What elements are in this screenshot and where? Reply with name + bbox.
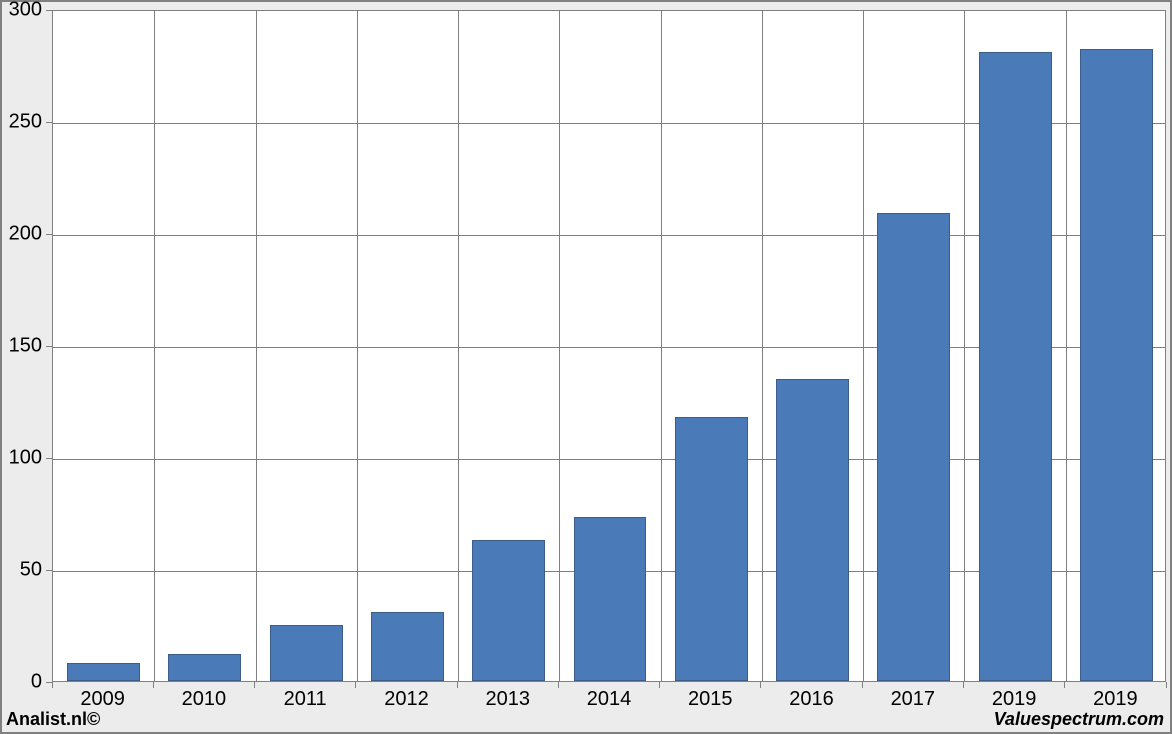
chart-container: 0 50 100 150 200 250 300 2009 2010 2011 2012 2013 2…	[0, 0, 1172, 734]
gridline-vertical	[559, 11, 560, 681]
y-axis-label: 250	[2, 111, 42, 134]
x-tick	[254, 682, 255, 688]
x-tick	[355, 682, 356, 688]
bar	[168, 654, 241, 681]
gridline-vertical	[256, 11, 257, 681]
bar	[67, 663, 140, 681]
bar	[675, 417, 748, 681]
footer-left-credit: Analist.nl©	[6, 709, 100, 730]
x-tick	[760, 682, 761, 688]
plot-area	[52, 10, 1166, 682]
gridline-vertical	[762, 11, 763, 681]
gridline-vertical	[863, 11, 864, 681]
x-axis-label: 2012	[384, 688, 429, 711]
x-tick	[963, 682, 964, 688]
gridline-vertical	[154, 11, 155, 681]
x-axis-label: 2014	[587, 688, 632, 711]
bar	[1080, 49, 1153, 681]
bar	[472, 540, 545, 681]
x-axis-label: 2016	[789, 688, 834, 711]
bar	[574, 517, 647, 681]
x-axis-label: 2017	[891, 688, 936, 711]
x-axis-label: 2010	[182, 688, 227, 711]
x-tick	[457, 682, 458, 688]
x-axis-label: 2013	[485, 688, 530, 711]
y-tick	[46, 122, 52, 123]
y-axis-label: 200	[2, 223, 42, 246]
x-tick	[659, 682, 660, 688]
x-tick	[558, 682, 559, 688]
x-tick	[862, 682, 863, 688]
gridline-vertical	[964, 11, 965, 681]
x-tick	[153, 682, 154, 688]
x-axis-label: 2011	[284, 688, 327, 711]
bar	[877, 213, 950, 681]
x-axis-label: 2009	[80, 688, 125, 711]
y-tick	[46, 458, 52, 459]
x-axis-label: 2019	[1093, 688, 1138, 711]
y-tick	[46, 10, 52, 11]
y-axis-label: 50	[2, 559, 42, 582]
x-tick	[1166, 682, 1167, 688]
y-tick	[46, 234, 52, 235]
x-tick	[1064, 682, 1065, 688]
x-tick	[52, 682, 53, 688]
y-tick	[46, 346, 52, 347]
y-axis-label: 0	[2, 671, 42, 694]
y-axis-label: 150	[2, 335, 42, 358]
gridline-vertical	[357, 11, 358, 681]
x-axis-label: 2019	[992, 688, 1037, 711]
y-tick	[46, 570, 52, 571]
y-axis-label: 100	[2, 447, 42, 470]
bar	[371, 612, 444, 681]
y-axis-label: 300	[2, 0, 42, 22]
bar	[979, 52, 1052, 681]
gridline-vertical	[1066, 11, 1067, 681]
bar	[270, 625, 343, 681]
bar	[776, 379, 849, 681]
footer-right-credit: Valuespectrum.com	[994, 709, 1164, 730]
x-axis-label: 2015	[688, 688, 733, 711]
gridline-vertical	[661, 11, 662, 681]
gridline-vertical	[458, 11, 459, 681]
